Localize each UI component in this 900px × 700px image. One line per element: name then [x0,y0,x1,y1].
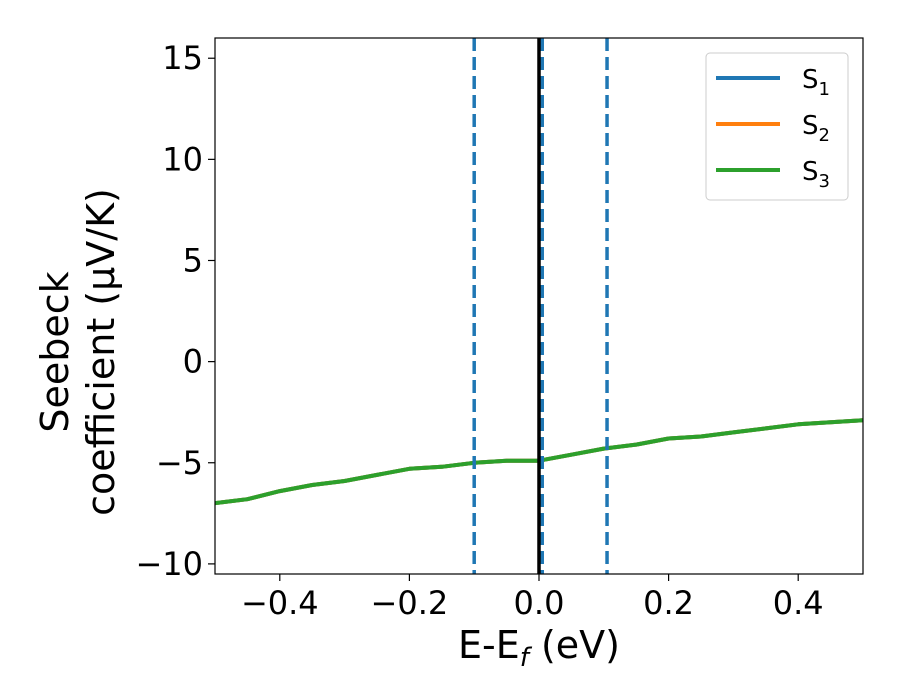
y-tick-label: −10 [135,545,203,583]
x-axis-ticks: −0.4 −0.2 0.0 0.2 0.4 [241,574,824,622]
legend-box [705,52,849,201]
y-tick-label: −5 [156,444,203,482]
x-tick-label: −0.4 [241,584,319,622]
x-tick-label: −0.2 [371,584,449,622]
legend-entries: S1 S2 S3 [716,65,830,192]
x-tick-label: 0.0 [514,584,565,622]
legend-label-3: S3 [802,157,830,192]
x-tick-label: 0.4 [773,584,824,622]
y-axis-ticks: −10 −5 0 5 10 15 [135,39,215,583]
legend-label-1: S1 [802,65,830,100]
y-tick-label: 0 [183,343,203,381]
x-axis-title-unit: (eV) [529,623,620,667]
x-tick-label: 0.2 [643,584,694,622]
x-axis-title: E-Ef (eV) [458,623,620,673]
y-tick-label: 5 [183,241,203,279]
vertical-lines [472,38,609,574]
y-axis-title-line2: coefficient (μV/K) [79,188,123,516]
y-tick-label: 10 [162,140,203,178]
y-tick-label: 15 [162,39,203,77]
y-axis-title-line1: Seebeck [33,271,77,432]
y-axis-title: Seebeck coefficient (μV/K) [33,188,123,516]
x-axis-title-main: E-E [458,623,520,667]
legend-label-2: S2 [802,111,830,146]
legend: S1 S2 S3 [705,52,849,201]
